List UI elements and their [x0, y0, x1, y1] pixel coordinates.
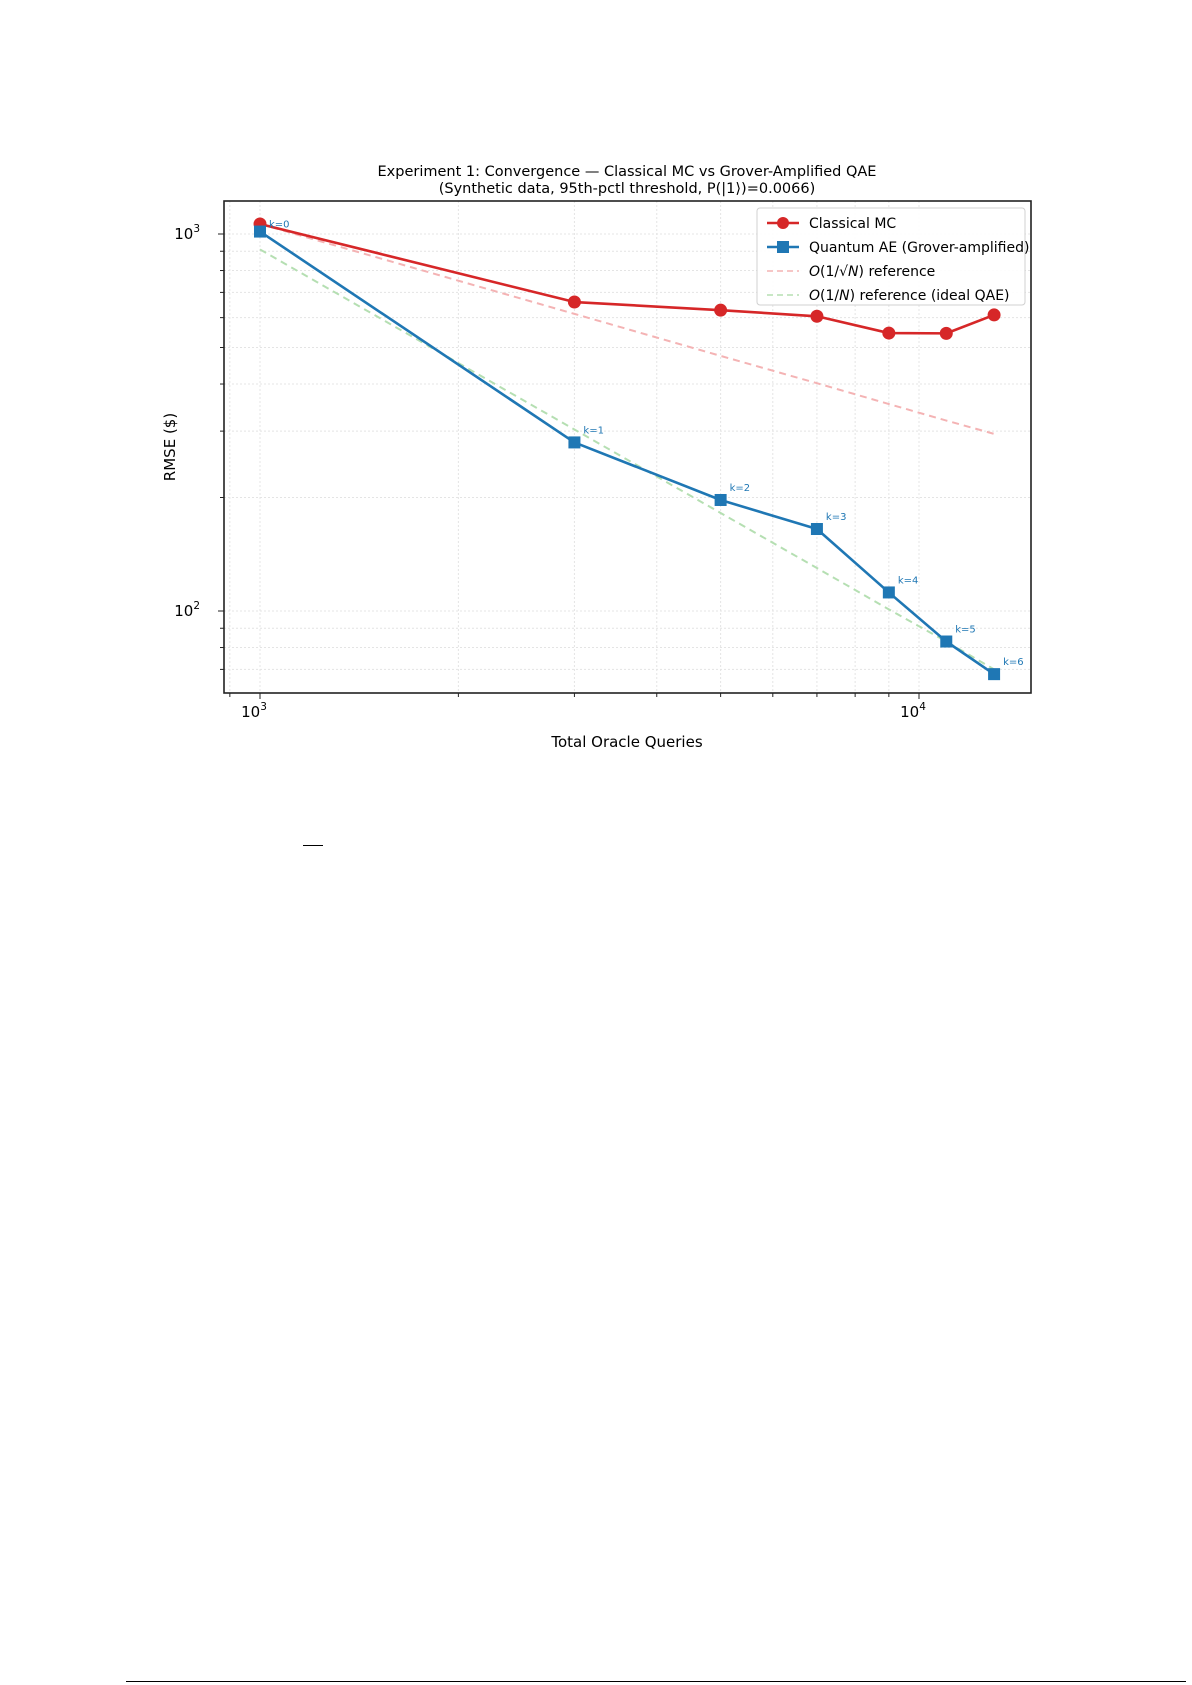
series-line	[259, 223, 995, 435]
data-point-circle	[714, 303, 728, 317]
point-label: k=5	[955, 625, 976, 636]
legend-label: Quantum AE (Grover-amplified)	[809, 240, 1029, 256]
legend: Classical MC Quantum AE (Grover-amplified…	[756, 207, 1029, 306]
legend-swatch-square	[777, 241, 789, 253]
legend-label: O(1/√N) reference	[809, 264, 935, 280]
plot-frame	[223, 200, 1032, 694]
point-label: k=1	[583, 425, 604, 436]
y-axis-label: RMSE ($)	[161, 413, 179, 481]
y-tick-label: 103	[174, 223, 200, 243]
legend-label: Classical MC	[809, 216, 896, 232]
data-point-square	[940, 635, 953, 648]
data-point-circle	[939, 326, 953, 340]
legend-label: O(1/N) reference (ideal QAE)	[809, 288, 1010, 304]
point-label: k=6	[1003, 657, 1024, 668]
footnote-rule	[303, 845, 323, 846]
data-point-circle	[882, 326, 896, 340]
point-label: k=3	[826, 512, 847, 523]
legend-swatch-circle	[777, 217, 789, 229]
y-tick-label: 102	[174, 600, 200, 620]
data-point-circle	[567, 295, 581, 309]
point-label: k=4	[898, 575, 919, 586]
data-point-circle	[987, 308, 1001, 322]
data-point-square	[810, 523, 823, 536]
x-tick-label: 104	[900, 701, 926, 721]
convergence-figure: Experiment 1: Convergence — Classical MC…	[0, 0, 1192, 800]
series-line	[259, 248, 995, 671]
x-axis-label: Total Oracle Queries	[550, 733, 702, 751]
point-label: k=2	[730, 483, 751, 494]
data-point-square	[882, 586, 895, 599]
data-point-circle	[810, 309, 824, 323]
data-point-square	[714, 493, 727, 506]
point-label: k=0	[269, 220, 290, 231]
chart-title: Experiment 1: Convergence — Classical MC…	[378, 164, 877, 180]
x-tick-label: 103	[241, 701, 267, 721]
page-bottom-rule	[126, 1681, 1186, 1682]
chart-subtitle: (Synthetic data, 95th-pctl threshold, P(…	[439, 181, 816, 197]
legend-box	[756, 207, 1026, 306]
data-point-square	[988, 668, 1001, 681]
series-layer: k=0 k=1 k=2 k=3 k=4 k=5 k=6	[253, 217, 1024, 681]
data-point-square	[568, 436, 581, 449]
data-point-square	[254, 225, 266, 238]
chart-canvas: Experiment 1: Convergence — Classical MC…	[161, 164, 1032, 751]
